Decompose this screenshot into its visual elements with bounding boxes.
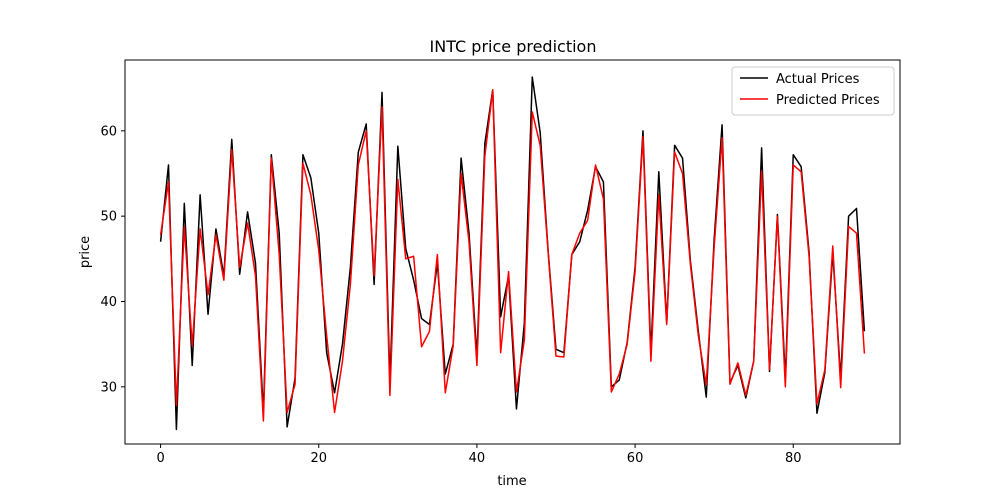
legend-label-actual: Actual Prices (776, 72, 860, 87)
y-tick-label: 40 (100, 295, 117, 310)
axes-frame (124, 59, 901, 445)
x-tick-label: 20 (310, 451, 327, 466)
y-tick-label: 30 (100, 380, 117, 395)
x-axis-label: time (497, 474, 526, 489)
legend-label-predicted: Predicted Prices (776, 93, 880, 108)
x-tick-label: 40 (469, 451, 486, 466)
y-axis-label: price (78, 236, 93, 268)
x-tick-label: 80 (785, 451, 802, 466)
legend-box (731, 66, 895, 116)
y-tick-label: 50 (100, 210, 117, 225)
legend: Actual Prices Predicted Prices (731, 66, 895, 116)
x-tick-label: 60 (627, 451, 644, 466)
x-tick-label: 0 (156, 451, 164, 466)
y-tick-label: 60 (100, 124, 117, 139)
plot-area (125, 60, 900, 444)
series-lines (159, 76, 866, 431)
chart-title: INTC price prediction (430, 37, 597, 56)
axis-ticks: 0 20 40 60 80 30 40 50 60 (100, 124, 801, 466)
series-line-1 (159, 89, 866, 422)
